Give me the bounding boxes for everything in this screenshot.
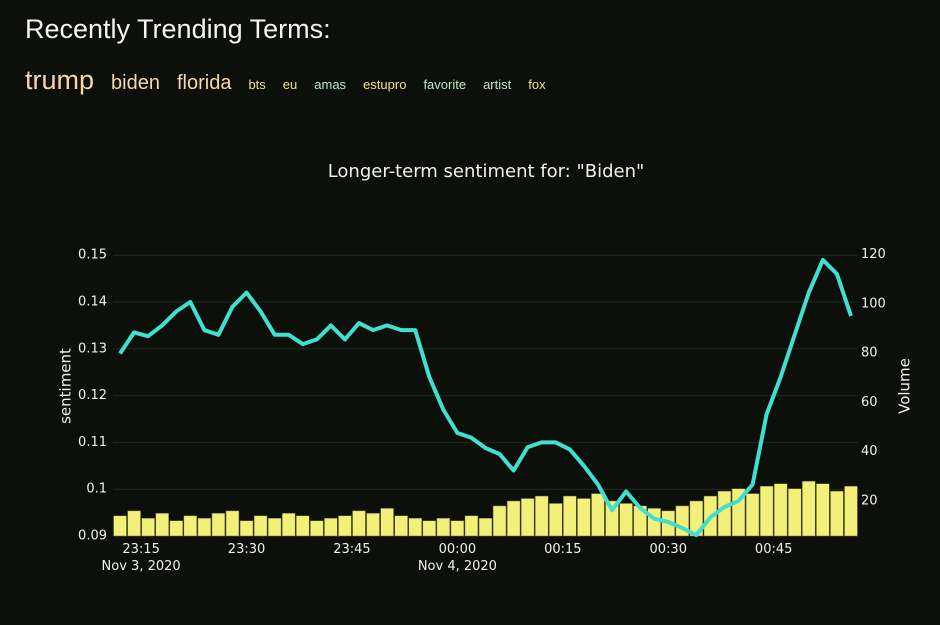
volume-bar bbox=[324, 518, 338, 537]
trending-term[interactable]: biden bbox=[111, 72, 160, 94]
y2-tick-label: 60 bbox=[861, 395, 878, 410]
volume-bar bbox=[436, 518, 451, 537]
volume-bar bbox=[310, 520, 324, 537]
volume-bar bbox=[647, 508, 661, 537]
volume-bar bbox=[492, 505, 507, 537]
volume-bar bbox=[830, 490, 844, 537]
volume-bar bbox=[478, 518, 493, 537]
volume-bar bbox=[506, 500, 521, 537]
volume-bar bbox=[253, 515, 268, 537]
volume-bar bbox=[169, 520, 183, 537]
volume-bar bbox=[619, 503, 633, 537]
volume-bar bbox=[591, 493, 605, 537]
volume-bar bbox=[535, 495, 549, 537]
volume-bar bbox=[380, 508, 394, 537]
volume-bar bbox=[520, 498, 535, 537]
volume-bar bbox=[717, 490, 732, 537]
volume-bar bbox=[281, 513, 296, 537]
trending-term[interactable]: florida bbox=[176, 72, 232, 94]
y2-tick-label: 100 bbox=[861, 296, 886, 311]
y-tick-label: 0.1 bbox=[86, 482, 107, 497]
trending-term[interactable]: trump bbox=[25, 65, 95, 95]
volume-bar bbox=[450, 520, 465, 537]
volume-bar bbox=[225, 510, 240, 537]
term-list: trump biden florida bts eu amas estupro favorit… bbox=[25, 65, 563, 96]
y2-tick-label: 20 bbox=[861, 493, 878, 508]
volume-bar bbox=[464, 515, 479, 537]
y-tick-label: 0.09 bbox=[78, 529, 107, 544]
volume-bars bbox=[113, 481, 858, 537]
trending-term[interactable]: estupro bbox=[363, 77, 407, 92]
volume-bar bbox=[577, 498, 591, 537]
volume-bar bbox=[338, 515, 352, 537]
header-title: Recently Trending Terms: bbox=[25, 14, 331, 44]
header: Recently Trending Terms: trump biden flori… bbox=[25, 14, 563, 96]
chart-title: Longer-term sentiment for: "Biden" bbox=[328, 161, 645, 182]
volume-bar bbox=[773, 483, 788, 537]
y-tick-label: 0.12 bbox=[78, 388, 107, 403]
volume-bar bbox=[127, 510, 141, 537]
volume-bar bbox=[267, 518, 282, 537]
y2-tick-label: 80 bbox=[861, 346, 878, 361]
volume-bar bbox=[759, 485, 774, 537]
volume-bar bbox=[211, 513, 226, 537]
volume-bar bbox=[802, 481, 816, 537]
y-tick-label: 0.13 bbox=[78, 341, 107, 356]
trending-term[interactable]: favorite bbox=[423, 77, 467, 92]
volume-bar bbox=[296, 515, 310, 537]
volume-bar bbox=[745, 493, 760, 537]
volume-bar bbox=[197, 518, 212, 537]
y2-tick-label: 40 bbox=[861, 444, 878, 459]
volume-bar bbox=[394, 515, 408, 537]
volume-bar bbox=[605, 500, 619, 537]
trending-term[interactable]: amas bbox=[314, 77, 347, 92]
volume-bar bbox=[816, 483, 830, 537]
x-tick-label: 00:00 Nov 4, 2020 bbox=[418, 542, 497, 574]
x-tick-label: 23:45 bbox=[333, 542, 370, 557]
y-tick-label: 0.11 bbox=[78, 435, 107, 450]
volume-bar bbox=[366, 513, 380, 537]
y-tick-label: 0.14 bbox=[78, 294, 107, 309]
volume-bar bbox=[788, 488, 802, 537]
volume-bar bbox=[239, 520, 254, 537]
volume-bar bbox=[563, 495, 577, 537]
volume-bar bbox=[408, 518, 422, 537]
y-axis-title: sentiment bbox=[57, 348, 75, 424]
volume-bar bbox=[352, 510, 366, 537]
trending-term[interactable]: eu bbox=[282, 77, 298, 92]
x-tick-label: 00:45 bbox=[755, 542, 792, 557]
x-tick-label: 00:15 bbox=[544, 542, 581, 557]
trending-term[interactable]: fox bbox=[528, 77, 546, 92]
y2-axis-title: Volume bbox=[896, 358, 914, 414]
volume-bar bbox=[422, 520, 436, 537]
volume-bar bbox=[844, 485, 858, 537]
volume-bar bbox=[183, 515, 198, 537]
volume-bar bbox=[113, 515, 127, 537]
x-tick-label: 00:30 bbox=[650, 542, 687, 557]
volume-bar bbox=[549, 503, 563, 537]
x-tick-label: 23:15 Nov 3, 2020 bbox=[102, 542, 181, 574]
volume-bar bbox=[141, 518, 155, 537]
y2-tick-label: 120 bbox=[861, 247, 886, 262]
trending-term[interactable]: bts bbox=[248, 77, 266, 92]
trending-term[interactable]: artist bbox=[483, 77, 512, 92]
y-tick-label: 0.15 bbox=[78, 248, 107, 263]
volume-bar bbox=[155, 513, 169, 537]
x-tick-label: 23:30 bbox=[228, 542, 265, 557]
sentiment-line bbox=[118, 257, 853, 538]
